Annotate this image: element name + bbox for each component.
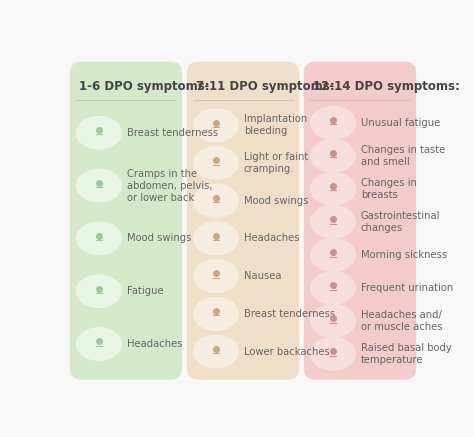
- Ellipse shape: [193, 184, 239, 218]
- Ellipse shape: [193, 146, 239, 180]
- Text: Headaches: Headaches: [244, 233, 299, 243]
- FancyBboxPatch shape: [304, 62, 416, 380]
- Text: Breast tenderness: Breast tenderness: [244, 309, 335, 319]
- Text: 12-14 DPO symptoms:: 12-14 DPO symptoms:: [313, 80, 460, 93]
- Text: Morning sickness: Morning sickness: [361, 250, 447, 260]
- Ellipse shape: [76, 327, 122, 361]
- Ellipse shape: [310, 172, 356, 206]
- Ellipse shape: [193, 297, 239, 331]
- Ellipse shape: [76, 116, 122, 150]
- Text: Mood swings: Mood swings: [127, 233, 191, 243]
- Text: Unusual fatigue: Unusual fatigue: [361, 118, 440, 128]
- Text: Fatigue: Fatigue: [127, 286, 163, 296]
- Ellipse shape: [310, 139, 356, 173]
- Text: Implantation
bleeding: Implantation bleeding: [244, 114, 307, 136]
- Text: Cramps in the
abdomen, pelvis,
or lower back: Cramps in the abdomen, pelvis, or lower …: [127, 169, 212, 203]
- Ellipse shape: [193, 335, 239, 368]
- Text: Mood swings: Mood swings: [244, 196, 308, 206]
- Text: 1-6 DPO symptoms:: 1-6 DPO symptoms:: [79, 80, 210, 93]
- Text: 7-11 DPO symptoms:: 7-11 DPO symptoms:: [196, 80, 335, 93]
- Text: Changes in
breasts: Changes in breasts: [361, 178, 417, 200]
- Ellipse shape: [76, 169, 122, 202]
- Ellipse shape: [310, 271, 356, 305]
- Text: Light or faint
cramping.: Light or faint cramping.: [244, 152, 308, 174]
- Text: Headaches and/
or muscle aches: Headaches and/ or muscle aches: [361, 310, 442, 332]
- Text: Nausea: Nausea: [244, 271, 281, 281]
- Ellipse shape: [310, 337, 356, 371]
- Ellipse shape: [310, 205, 356, 239]
- Text: Headaches: Headaches: [127, 339, 182, 349]
- Ellipse shape: [76, 274, 122, 308]
- Text: Changes in taste
and smell: Changes in taste and smell: [361, 145, 445, 167]
- Text: Gastrointestinal
changes: Gastrointestinal changes: [361, 211, 440, 233]
- Ellipse shape: [193, 222, 239, 255]
- Ellipse shape: [193, 108, 239, 142]
- Text: Lower backaches: Lower backaches: [244, 347, 329, 357]
- Ellipse shape: [310, 304, 356, 338]
- Text: Frequent urination: Frequent urination: [361, 283, 453, 293]
- Ellipse shape: [310, 106, 356, 140]
- Text: Raised basal body
temperature: Raised basal body temperature: [361, 343, 451, 365]
- Ellipse shape: [76, 222, 122, 255]
- FancyBboxPatch shape: [187, 62, 299, 380]
- Ellipse shape: [193, 259, 239, 293]
- Text: Breast tenderness: Breast tenderness: [127, 128, 218, 138]
- FancyBboxPatch shape: [70, 62, 182, 380]
- Ellipse shape: [310, 238, 356, 272]
